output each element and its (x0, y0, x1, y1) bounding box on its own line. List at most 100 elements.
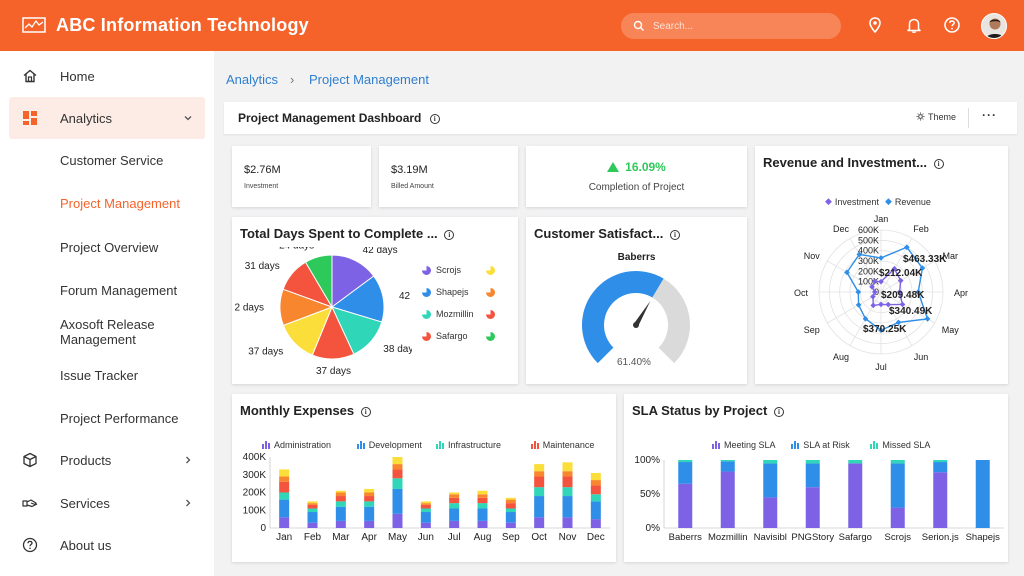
bar-segment[interactable] (763, 497, 778, 528)
bar-segment[interactable] (392, 513, 403, 528)
bar-segment[interactable] (590, 494, 601, 502)
bar-segment[interactable] (505, 508, 516, 513)
bar-segment[interactable] (590, 501, 601, 520)
bar-segment[interactable] (449, 503, 460, 509)
bar-segment[interactable] (678, 460, 693, 463)
bar-segment[interactable] (420, 501, 431, 504)
radar-point[interactable] (878, 255, 884, 261)
bell-icon[interactable] (905, 16, 923, 34)
bar-segment[interactable] (505, 497, 516, 500)
bar-segment[interactable] (477, 494, 488, 498)
bar-segment[interactable] (590, 519, 601, 528)
bar-segment[interactable] (505, 499, 516, 504)
location-pin-icon[interactable] (866, 16, 884, 34)
legend-item[interactable]: Infrastructure (436, 440, 501, 450)
bar-segment[interactable] (392, 488, 403, 514)
bar-segment[interactable] (848, 463, 863, 528)
bar-segment[interactable] (562, 517, 573, 528)
info-icon[interactable]: i (429, 113, 440, 124)
bar-segment[interactable] (279, 481, 290, 493)
info-icon[interactable]: i (360, 406, 371, 417)
bar-segment[interactable] (392, 464, 403, 470)
info-icon[interactable]: i (773, 406, 784, 417)
bar-segment[interactable] (364, 488, 375, 493)
info-icon[interactable]: i (933, 158, 944, 169)
theme-button[interactable]: Theme (916, 112, 956, 122)
bar-segment[interactable] (805, 463, 820, 488)
bar-segment[interactable] (307, 501, 318, 504)
bar-segment[interactable] (477, 490, 488, 495)
bar-segment[interactable] (335, 496, 346, 502)
legend-item[interactable]: Administration (262, 440, 331, 450)
sidebar-subitem-project-performance[interactable]: Project Performance (60, 411, 179, 426)
bar-segment[interactable] (933, 462, 948, 473)
breadcrumb-parent[interactable]: Analytics (226, 72, 279, 87)
bar-segment[interactable] (763, 463, 778, 498)
bar-segment[interactable] (449, 520, 460, 528)
bar-segment[interactable] (505, 503, 516, 509)
sidebar-item-about-us[interactable]: About us (9, 524, 205, 566)
info-icon[interactable]: i (669, 229, 680, 240)
legend-item[interactable]: Missed SLA (870, 440, 930, 450)
radar-point[interactable] (896, 289, 903, 295)
sidebar-subitem-issue-tracker[interactable]: Issue Tracker (60, 368, 139, 383)
sidebar-subitem-project-management[interactable]: Project Management (60, 196, 180, 211)
legend-item[interactable]: Development (356, 440, 422, 450)
bar-segment[interactable] (534, 464, 545, 472)
pie-slice[interactable] (304, 254, 333, 309)
sidebar-subitem-customer-service[interactable]: Customer Service (60, 153, 164, 168)
radar-point[interactable] (878, 278, 884, 285)
bar-segment[interactable] (335, 490, 346, 493)
sidebar-subitem-project-overview[interactable]: Project Overview (60, 240, 159, 255)
bar-segment[interactable] (477, 508, 488, 521)
search-box[interactable] (621, 13, 841, 39)
bar-segment[interactable] (449, 508, 460, 521)
bar-segment[interactable] (534, 471, 545, 477)
sidebar-subitem-axosoft-release-management[interactable]: Axosoft Release Management (60, 317, 155, 347)
bar-segment[interactable] (279, 469, 290, 477)
pie-slice[interactable] (331, 254, 375, 308)
bar-segment[interactable] (477, 503, 488, 509)
bar-segment[interactable] (449, 494, 460, 498)
radar-point[interactable] (870, 302, 877, 309)
bar-segment[interactable] (307, 504, 318, 509)
radar-point[interactable] (878, 301, 884, 308)
bar-segment[interactable] (477, 520, 488, 528)
radar-point[interactable] (878, 327, 884, 334)
bar-segment[interactable] (307, 512, 318, 523)
sidebar-subitem-forum-management[interactable]: Forum Management (60, 283, 178, 298)
bar-segment[interactable] (890, 463, 905, 508)
bar-segment[interactable] (534, 496, 545, 518)
bar-segment[interactable] (279, 476, 290, 482)
bar-segment[interactable] (420, 512, 431, 523)
bar-segment[interactable] (364, 520, 375, 528)
bar-segment[interactable] (420, 503, 431, 505)
bar-segment[interactable] (562, 487, 573, 497)
bar-segment[interactable] (562, 496, 573, 518)
bar-segment[interactable] (279, 499, 290, 518)
bar-segment[interactable] (562, 476, 573, 488)
bar-segment[interactable] (505, 522, 516, 528)
bar-segment[interactable] (335, 492, 346, 497)
bar-segment[interactable] (364, 496, 375, 502)
bar-segment[interactable] (449, 497, 460, 504)
bar-segment[interactable] (420, 508, 431, 513)
radar-point[interactable] (862, 316, 869, 322)
bar-segment[interactable] (534, 517, 545, 528)
bar-segment[interactable] (279, 492, 290, 500)
bar-segment[interactable] (420, 504, 431, 509)
bar-segment[interactable] (364, 501, 375, 507)
bar-segment[interactable] (720, 460, 735, 462)
radar-point[interactable] (885, 301, 892, 308)
sidebar-item-home[interactable]: Home (9, 55, 205, 97)
legend-item[interactable]: Shapejs (422, 287, 495, 297)
legend-item[interactable]: Meeting SLA (712, 440, 776, 450)
sidebar-item-services[interactable]: Services (9, 482, 205, 524)
bar-segment[interactable] (590, 485, 601, 495)
search-input[interactable] (653, 17, 833, 35)
bar-segment[interactable] (678, 483, 693, 528)
bar-segment[interactable] (335, 501, 346, 507)
legend-item[interactable]: Mozmillin (422, 309, 495, 319)
bar-segment[interactable] (933, 472, 948, 528)
radar-point[interactable] (855, 302, 862, 308)
